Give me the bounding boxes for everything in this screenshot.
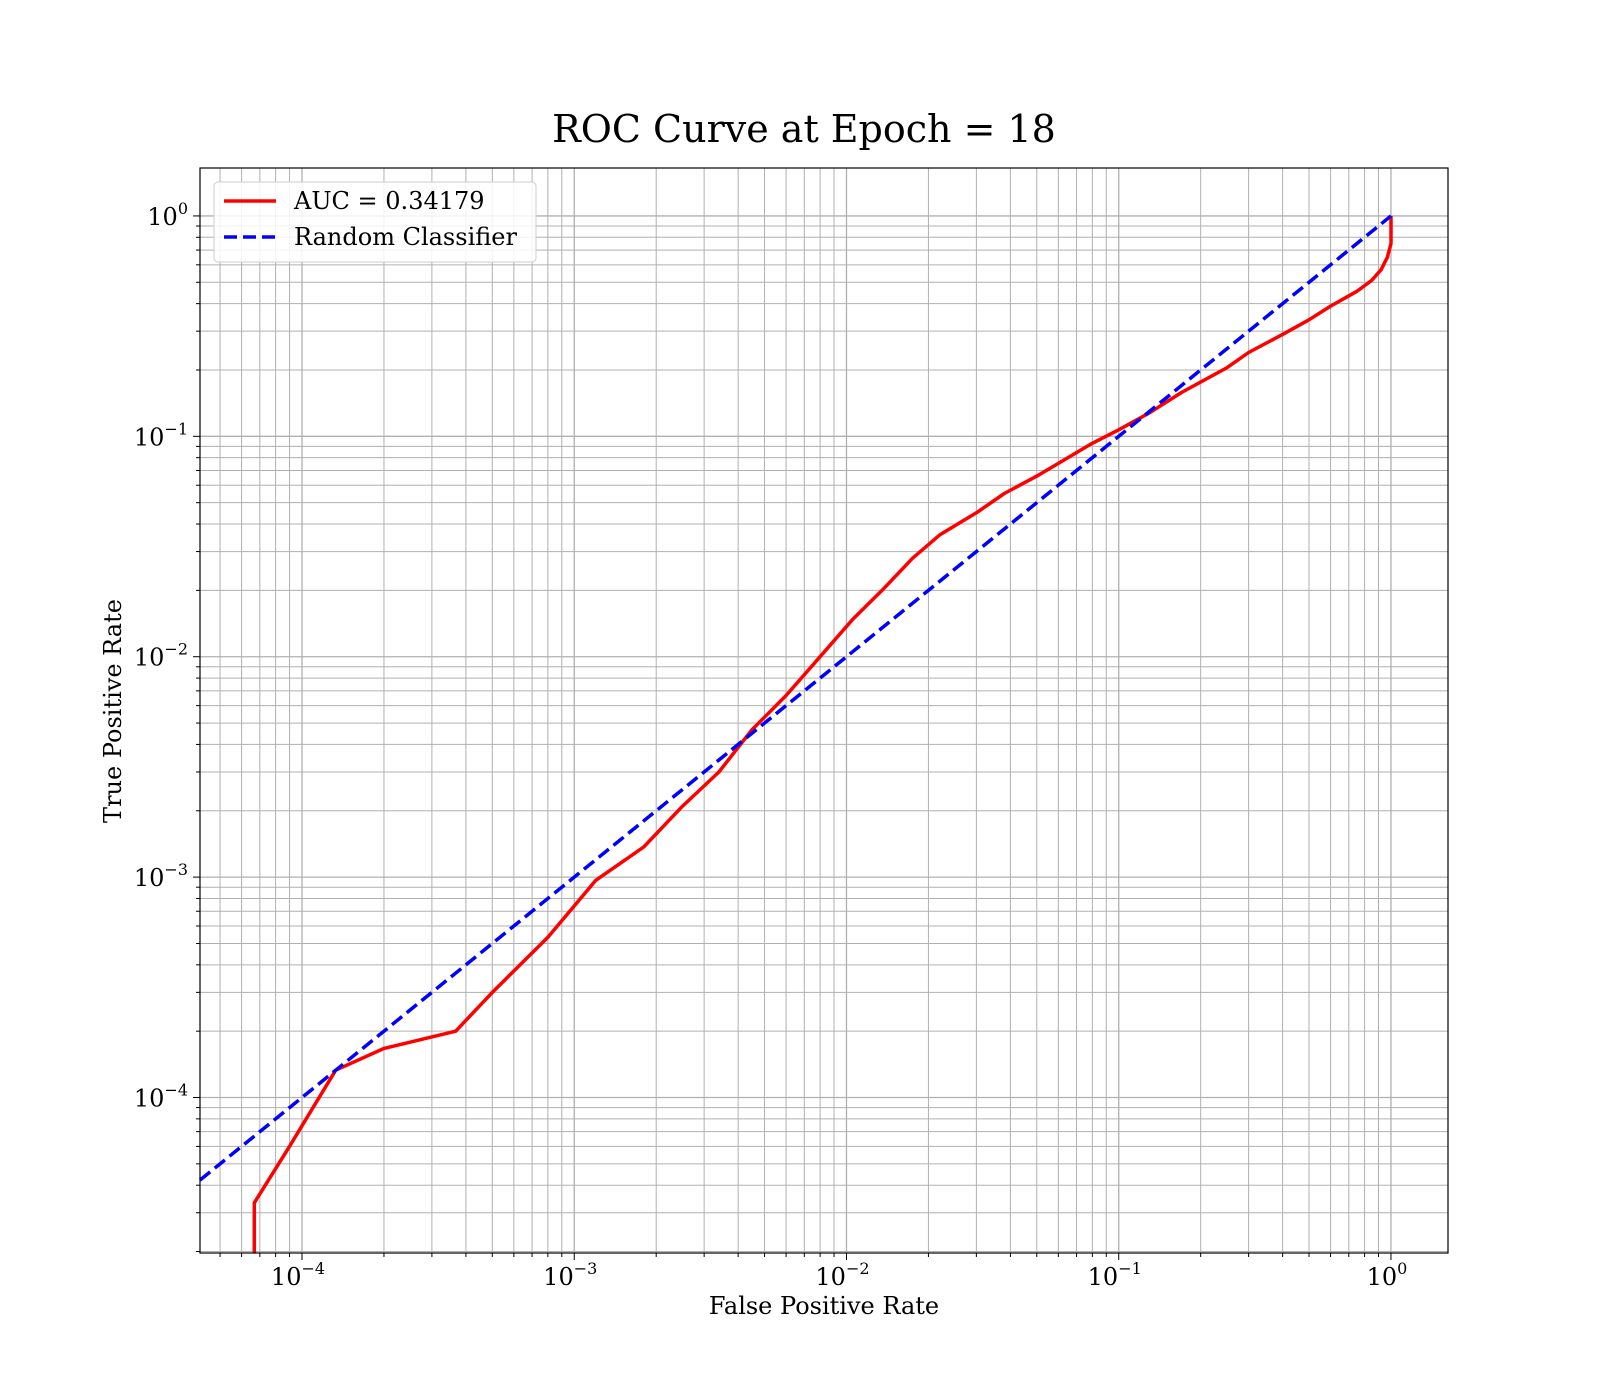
grid-minor-lines — [200, 168, 1448, 1253]
y-tick-base: 10 — [134, 864, 165, 892]
x-tick-base: 10 — [1367, 1263, 1398, 1291]
y-tick-exponent: −1 — [164, 419, 188, 438]
y-axis-label: True Positive Rate — [99, 599, 127, 823]
y-tick-base: 10 — [134, 423, 165, 451]
x-tick-label: 100 — [1367, 1259, 1408, 1291]
y-tick-exponent: 0 — [178, 199, 188, 218]
y-tick-exponent: −3 — [164, 860, 188, 879]
plot-frame — [199, 167, 1449, 1254]
x-tick-exponent: 0 — [1397, 1259, 1407, 1278]
y-tick-label: 100 — [147, 199, 188, 231]
legend: AUC = 0.34179 Random Classifier — [213, 181, 537, 263]
y-tick-base: 10 — [134, 644, 165, 672]
x-tick-exponent: −1 — [1118, 1259, 1142, 1278]
chart-title: ROC Curve at Epoch = 18 — [552, 107, 1056, 151]
legend-label-random-classifier: Random Classifier — [294, 223, 517, 251]
y-tick-base: 10 — [134, 1085, 165, 1113]
legend-label-auc: AUC = 0.34179 — [293, 187, 485, 215]
grid-major-lines — [200, 168, 1448, 1253]
y-tick-label: 10−1 — [134, 419, 188, 451]
x-tick-label: 10−1 — [1088, 1259, 1142, 1291]
x-tick-exponent: −4 — [301, 1259, 325, 1278]
y-tick-label: 10−3 — [134, 860, 188, 892]
x-tick-exponent: −3 — [574, 1259, 598, 1278]
series-layer — [198, 214, 1393, 1253]
x-tick-exponent: −2 — [846, 1259, 870, 1278]
x-axis-label: False Positive Rate — [709, 1292, 939, 1320]
x-tick-label: 10−3 — [543, 1259, 597, 1291]
x-tick-base: 10 — [271, 1263, 302, 1291]
x-tick-label: 10−2 — [815, 1259, 869, 1291]
x-tick-base: 10 — [1088, 1263, 1119, 1291]
legend-box — [213, 181, 537, 263]
x-axis-ticks: 10−4 10−3 10−2 10−1 100 — [219, 1253, 1408, 1291]
y-tick-base: 10 — [147, 203, 178, 231]
y-tick-exponent: −2 — [164, 640, 188, 659]
y-tick-label: 10−4 — [134, 1081, 188, 1113]
series-line-auc — [252, 215, 1393, 1253]
y-tick-exponent: −4 — [164, 1081, 188, 1100]
x-tick-base: 10 — [543, 1263, 574, 1291]
y-tick-label: 10−2 — [134, 640, 188, 672]
x-tick-label: 10−4 — [271, 1259, 325, 1291]
series-line-random-classifier — [198, 214, 1393, 1182]
x-tick-base: 10 — [815, 1263, 846, 1291]
